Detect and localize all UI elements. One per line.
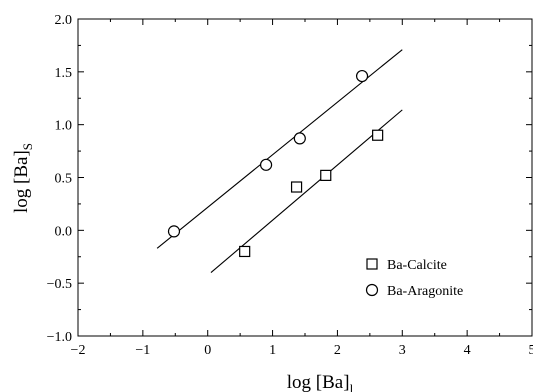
legend-item-calcite: Ba-Calcite — [366, 258, 447, 273]
legend-label-aragonite: Ba-Aragonite — [387, 284, 463, 299]
calcite-data-point — [290, 181, 303, 193]
x-tick-label: 2 — [334, 343, 341, 358]
y-tick-label: −1.0 — [47, 330, 72, 345]
x-axis-title: log [Ba]l — [287, 372, 354, 392]
calcite-data-point — [320, 169, 332, 181]
aragonite-data-point — [293, 132, 306, 145]
x-tick-label: 4 — [464, 343, 471, 358]
x-tick-label: 0 — [204, 343, 211, 358]
plot-area — [77, 18, 533, 337]
data-markers — [167, 69, 384, 258]
x-tick-label: 1 — [269, 343, 276, 358]
axis-tick-labels: −2 −1 0 1 2 3 4 5 −1.0 −0.5 0.0 0.5 1.0 1.5 2.0 — [47, 13, 533, 358]
x-tick-label: −2 — [71, 343, 86, 358]
aragonite-data-point — [259, 158, 273, 171]
x-tick-label: 5 — [529, 343, 533, 358]
y-tick-label: 2.0 — [55, 13, 73, 28]
y-tick-label: 1.0 — [55, 119, 73, 134]
legend-square-marker-icon — [366, 258, 378, 270]
y-tick-label: 0.0 — [55, 224, 73, 239]
y-tick-label: −0.5 — [47, 277, 72, 292]
calcite-data-point — [372, 129, 384, 141]
axis-ticks — [77, 18, 533, 337]
x-axis-title-subscript: l — [350, 381, 354, 392]
calcite-data-point — [239, 245, 251, 258]
y-tick-label: 0.5 — [55, 172, 73, 187]
aragonite-data-point — [355, 69, 369, 83]
legend-label-calcite: Ba-Calcite — [387, 258, 447, 273]
x-tick-label: 3 — [399, 343, 406, 358]
legend: Ba-Calcite Ba-Aragonite — [365, 258, 463, 299]
fit-line-calcite — [210, 109, 403, 274]
fit-line-aragonite — [156, 49, 403, 249]
y-axis-title-main: log [Ba] — [11, 150, 32, 213]
y-axis-title-subscript: S — [20, 143, 35, 150]
x-tick-label: −1 — [135, 343, 150, 358]
y-tick-label: 1.5 — [55, 66, 73, 81]
legend-item-aragonite: Ba-Aragonite — [365, 283, 463, 299]
plot-frame — [77, 18, 533, 337]
aragonite-data-point — [167, 225, 181, 238]
y-axis-title: log [Ba]S — [11, 143, 35, 213]
x-axis-title-main: log [Ba] — [287, 372, 350, 392]
legend-circle-marker-icon — [365, 283, 379, 297]
fit-lines — [156, 49, 403, 274]
